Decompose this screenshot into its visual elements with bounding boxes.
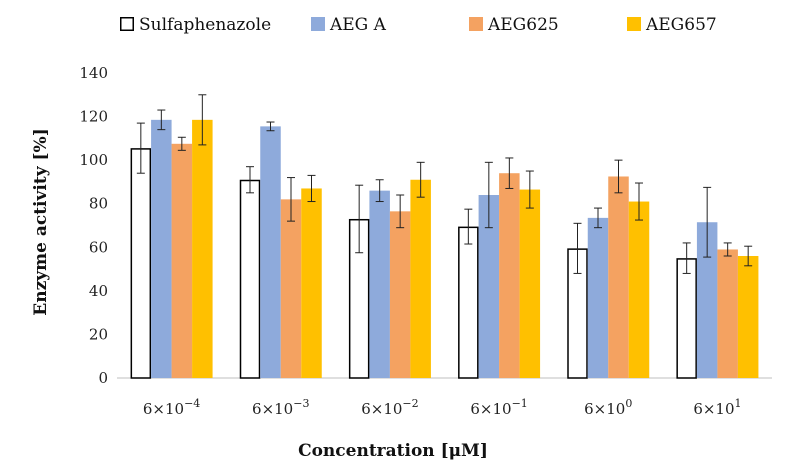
bar-sulfaphenazole [239,179,261,379]
bar-aeg625 [499,173,520,378]
bar-aeg-a [587,217,609,378]
legend-swatch [627,17,641,31]
legend-label: AEG A [329,15,387,35]
bar-aeg625 [280,199,302,378]
y-tick-label: 120 [79,108,108,126]
error-bar [416,161,425,198]
y-tick-label: 40 [89,282,108,300]
error-bar [355,184,364,254]
legend-item: AEG A [311,15,387,35]
y-tick-label: 140 [79,64,108,82]
error-bar [505,157,514,189]
legend-label: AEG657 [645,15,717,35]
y-axis: 0 20 40 60 80 100 120 140 [79,64,772,387]
legend: Sulfaphenazole AEG A AEG625 AEG657 [120,15,717,35]
bar-aeg625 [171,143,193,378]
bar-sulfaphenazole [676,258,697,379]
error-bar [573,222,582,274]
legend-item: AEG657 [627,15,717,35]
error-bar [614,159,623,194]
bar-aeg625 [717,249,738,378]
error-bar [266,121,275,132]
bar-aeg625 [608,176,629,378]
legend-swatch [311,17,325,31]
x-tick-label: 6×101 [693,397,741,418]
bar-aeg657 [628,201,650,378]
x-tick-label: 6×10−1 [470,397,527,418]
y-tick-label: 100 [79,151,108,169]
error-bar [525,170,534,209]
legend-label: AEG625 [487,15,559,35]
error-bar [464,208,473,245]
bar-aeg625 [389,211,411,378]
error-bar [287,177,295,222]
error-bar [246,166,254,194]
error-bar [396,194,405,229]
bar-aeg657 [301,188,322,378]
bar-aeg657 [519,189,541,378]
error-bar [635,182,643,221]
bar-aeg-a [151,119,172,378]
bars [130,94,759,379]
x-axis-title: Concentration [μM] [298,441,488,461]
error-bar [744,245,753,267]
error-bar [157,109,166,131]
bar-aeg-a [260,126,281,378]
x-tick-label: 6×100 [584,397,632,418]
error-bar [723,242,732,257]
y-tick-label: 60 [89,238,108,256]
error-bar [375,179,384,203]
bar-aeg657 [737,256,759,378]
bar-aeg-a [696,222,718,378]
error-bar [136,122,145,174]
error-bar [177,136,186,151]
bar-aeg-a [369,190,390,378]
bar-aeg657 [192,119,213,378]
y-tick-label: 0 [98,369,108,387]
error-bar [682,242,691,274]
legend-swatch [120,17,134,31]
x-tick-label: 6×10−3 [252,397,309,418]
bar-sulfaphenazole [458,226,479,379]
legend-swatch [469,17,483,31]
y-axis-title: Enzyme activity [%] [31,128,51,315]
error-bar [307,174,316,203]
error-bar [198,94,207,146]
legend-label: Sulfaphenazole [139,15,271,35]
bar-aeg-a [478,195,500,378]
error-bar [703,186,712,258]
x-tick-label: 6×10−2 [361,397,418,418]
y-tick-label: 20 [89,325,108,343]
x-tick-label: 6×10−4 [143,397,200,418]
bar-aeg657 [410,179,431,378]
x-axis: 6×10−4 6×10−3 6×10−2 6×10−1 6×100 6×101 [143,397,742,418]
legend-item: Sulfaphenazole [120,15,271,35]
error-bar [484,161,493,229]
legend-item: AEG625 [469,15,559,35]
error-bar [594,207,602,229]
bar-sulfaphenazole [130,148,152,379]
y-tick-label: 80 [89,195,108,213]
